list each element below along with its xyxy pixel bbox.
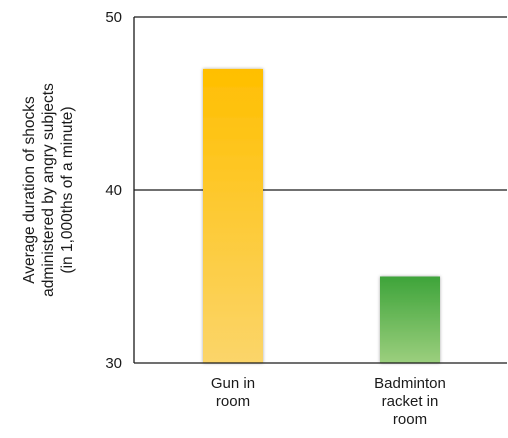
y-tick-label-30: 30 [105, 355, 122, 372]
y-tick-label-40: 40 [105, 182, 122, 199]
bars [203, 68, 440, 364]
x-category-labels: Gun in room Badminton racket in room [211, 375, 446, 428]
y-axis-title: Average duration of shocks administered b… [21, 83, 76, 297]
x-category-label-0: Gun in room [211, 375, 255, 410]
x-category-label-1: Badminton racket in room [374, 375, 446, 428]
axes [133, 17, 507, 364]
y-tick-label-50: 50 [105, 9, 122, 26]
y-tick-labels: 30 40 50 [105, 9, 122, 372]
bar-0 [203, 68, 263, 364]
gridlines [134, 16, 507, 191]
bar-1 [380, 276, 440, 363]
